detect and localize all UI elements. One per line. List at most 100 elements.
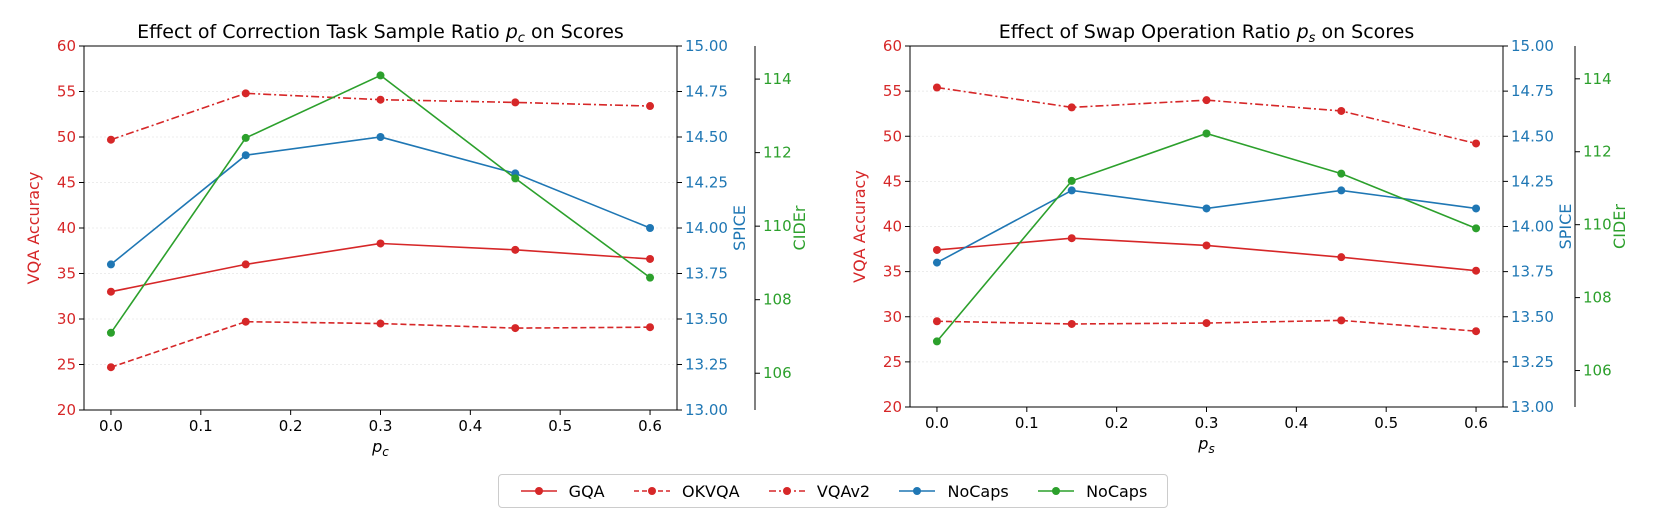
cider-axis-label: CIDEr [790,205,809,250]
left-tick-label: 45 [57,174,76,192]
left-tick-label: 25 [57,356,76,374]
data-point-nocaps [241,133,250,142]
cider-tick-label: 112 [763,144,792,162]
data-point-nocaps [1337,169,1346,178]
chart-panel-1: 0.0 0.1 0.2 0.3 0.4 0.5 0.6 20 25 30 35 40 45 50 55 60 V… [24,21,809,459]
legend-label: VQAv2 [816,481,871,501]
x-tick-label: 0.2 [279,417,303,435]
legend-swatch [768,487,805,495]
cider-tick-label: 106 [1583,362,1612,380]
left-tick-label: 35 [57,265,76,283]
cider-tick-label: 114 [1583,70,1612,88]
cider-tick-label: 114 [763,70,792,88]
data-point-nocaps [1067,186,1076,195]
data-point-gqa [376,239,385,248]
left-tick-label: 40 [883,218,902,236]
data-point-okvqa [106,363,115,372]
spice-tick-label: 13.50 [1511,308,1554,326]
chart-title: Effect of Swap Operation Ratio ps on Sco… [999,21,1415,46]
left-tick-label: 20 [883,398,902,416]
data-point-okvqa [1202,319,1211,328]
cider-tick-label: 112 [1583,143,1612,161]
data-point-nocaps [106,260,115,269]
spice-tick-label: 14.25 [1511,172,1554,190]
x-tick-label: 0.1 [1015,414,1039,432]
data-point-nocaps [932,337,941,346]
data-point-gqa [511,245,520,254]
data-point-okvqa [241,317,250,326]
x-tick-label: 0.6 [1464,414,1488,432]
cider-tick-label: 110 [763,217,792,235]
left-tick-label: 30 [57,310,76,328]
left-tick-label: 30 [883,308,902,326]
series-line-okvqa-left [110,320,651,368]
data-point-okvqa [1067,319,1076,328]
left-tick-label: 50 [57,128,76,146]
spice-tick-label: 13.25 [685,356,728,374]
data-point-okvqa [646,323,655,332]
data-point-gqa [1337,253,1346,262]
left-tick-label: 60 [57,37,76,55]
x-tick-label: 0.6 [638,417,662,435]
spice-tick-label: 13.75 [685,265,728,283]
data-point-vqav2 [1067,103,1076,112]
data-point-vqav2 [106,135,115,144]
left-tick-label: 40 [57,219,76,237]
data-point-nocaps [1202,204,1211,213]
legend-label: NoCaps [947,481,1009,501]
cider-tick-label: 108 [1583,289,1612,307]
legend-item-nocaps: NoCaps [1036,482,1147,501]
chart-panel-2: 0.0 0.1 0.2 0.3 0.4 0.5 0.6 20 25 30 35 40 45 50 55 60 V… [850,21,1629,456]
chart-title: Effect of Correction Task Sample Ratio p… [137,21,624,46]
x-tick-label: 0.0 [925,414,949,432]
data-point-okvqa [1472,327,1481,336]
data-point-nocaps [376,133,385,141]
legend-swatch [899,487,936,495]
data-point-vqav2 [241,89,250,98]
data-point-nocaps [932,258,941,267]
left-tick-label: 55 [883,82,902,100]
spice-tick-label: 13.50 [685,310,728,328]
spice-tick-label: 15.00 [1511,37,1554,55]
spice-axis-label: SPICE [1556,204,1575,250]
legend-label: OKVQA [681,481,740,501]
series-line-gqa-left [110,242,651,293]
data-point-gqa [1472,266,1481,275]
legend-label: GQA [568,481,605,501]
spice-tick-label: 15.00 [685,37,728,55]
spice-tick-label: 14.50 [685,128,728,146]
left-tick-label: 20 [57,401,76,419]
spice-tick-label: 14.25 [685,174,728,192]
data-point-okvqa [932,317,941,326]
spice-tick-label: 13.00 [1511,398,1554,416]
data-point-vqav2 [376,95,385,104]
data-point-okvqa [376,319,385,328]
data-point-okvqa [511,324,520,333]
data-point-nocaps [106,328,115,337]
series-line-nocaps-right2 [110,74,651,334]
data-point-nocaps [1202,129,1211,138]
x-tick-label: 0.4 [1284,414,1308,432]
data-point-gqa [1202,241,1211,250]
data-point-vqav2 [1472,139,1481,148]
spice-tick-label: 14.75 [685,83,728,101]
data-point-gqa [241,260,250,269]
legend-swatch [633,487,670,495]
x-axis-label: pc [371,437,389,459]
data-point-nocaps [646,273,655,282]
cider-tick-label: 106 [763,364,792,382]
series-line-vqav2-left [936,86,1477,145]
spice-tick-label: 14.00 [685,219,728,237]
data-point-nocaps [1472,224,1481,233]
data-point-okvqa [1337,316,1346,325]
x-axis-label: ps [1197,434,1214,456]
data-point-gqa [106,287,115,296]
figure: 0.0 0.1 0.2 0.3 0.4 0.5 0.6 20 25 30 35 40 45 50 55 60 V… [24,21,1629,459]
spice-tick-label: 14.00 [1511,218,1554,236]
left-tick-label: 45 [883,172,902,190]
x-tick-label: 0.5 [1374,414,1398,432]
data-point-nocaps [511,174,520,183]
legend: GQA OKVQA VQAv2 NoCaps NoCaps [498,474,1168,508]
data-point-nocaps [241,151,250,160]
left-tick-label: 60 [883,37,902,55]
